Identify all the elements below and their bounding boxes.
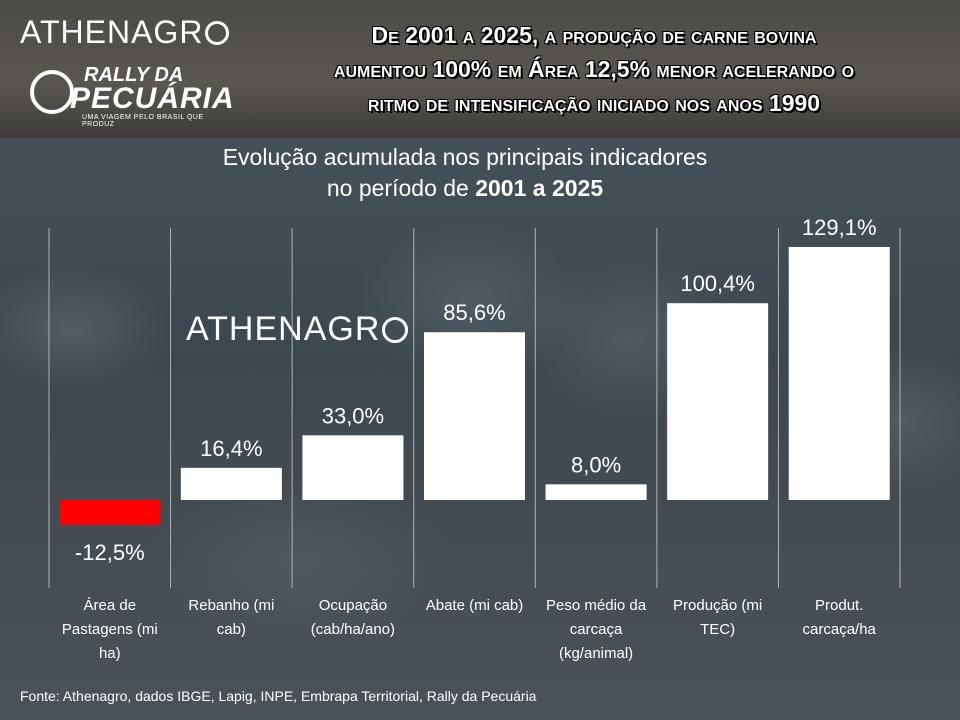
bar	[788, 246, 890, 500]
source-note: Fonte: Athenagro, dados IBGE, Lapig, INP…	[20, 688, 537, 704]
bar	[667, 303, 769, 500]
data-label: 100,4%	[680, 271, 755, 296]
category-label: Produção (mi	[673, 597, 762, 614]
athenagro-watermark: ATHENAGR	[186, 310, 409, 349]
category-label: Peso médio da	[546, 597, 647, 614]
category-label: cab)	[217, 621, 246, 638]
bar	[545, 484, 647, 500]
category-label: Abate (mi cab)	[426, 597, 524, 614]
category-label: Produt.	[815, 597, 863, 614]
category-label: Ocupação	[319, 597, 387, 614]
header-banner: ATHENAGR RALLY DA PECUÁRIA UMA VIAGEM PE…	[0, 0, 960, 138]
category-label: Pastagens (mi	[62, 621, 158, 638]
category-label: Rebanho (mi	[188, 597, 274, 614]
category-label: ha)	[99, 645, 121, 662]
data-label: 129,1%	[802, 215, 877, 240]
chart-title: Evolução acumulada nos principais indica…	[222, 144, 708, 201]
data-label: 8,0%	[571, 452, 621, 477]
category-label: (cab/ha/ano)	[311, 621, 395, 638]
rally-da-pecuaria-logo: RALLY DA PECUÁRIA UMA VIAGEM PELO BRASIL…	[30, 62, 234, 128]
bar	[180, 467, 282, 500]
category-label: Área de	[84, 597, 137, 614]
data-label: -12,5%	[75, 540, 145, 565]
bar	[302, 435, 404, 500]
data-label: 16,4%	[200, 436, 262, 461]
headline: De 2001 a 2025, a produção de carne bovi…	[333, 22, 855, 116]
athenagro-logo: ATHENAGR	[20, 14, 230, 51]
category-label: (kg/animal)	[559, 645, 633, 662]
bar	[59, 500, 161, 525]
data-label: 85,6%	[443, 300, 505, 325]
rally-circle-icon	[30, 70, 74, 114]
category-label: TEC)	[700, 621, 735, 638]
category-label: carcaça/ha	[803, 621, 877, 638]
data-label: 33,0%	[322, 403, 384, 428]
category-label: carcaça	[570, 621, 623, 638]
bar	[424, 332, 525, 500]
